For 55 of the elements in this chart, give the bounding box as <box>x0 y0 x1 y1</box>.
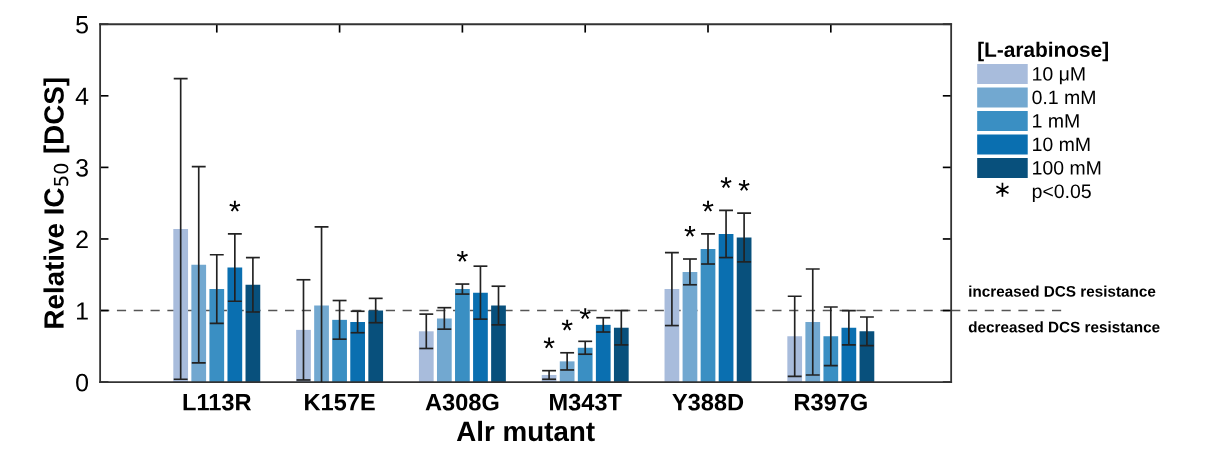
bar <box>296 329 311 383</box>
legend-label: 0.1 mM <box>1032 90 1095 105</box>
bar <box>613 327 629 383</box>
data-label: * <box>456 250 468 262</box>
legend-label: 10 mM <box>1033 137 1090 152</box>
text: decreased DCS resistance <box>968 321 1160 333</box>
y-axis-title: Relative IC$_{50}$ [DCS] <box>43 78 70 328</box>
bar <box>436 318 452 383</box>
data-label: * <box>579 308 591 319</box>
ref-line-label: increased DCS resistance <box>969 285 1156 297</box>
bar <box>227 267 243 383</box>
bar <box>209 289 225 383</box>
legend-title: [L-arabinose] <box>978 41 1108 62</box>
bar <box>418 331 434 383</box>
y-tick-label: 1 <box>77 302 88 320</box>
x-tick-label: A308G <box>425 393 499 411</box>
bar <box>682 271 698 383</box>
x-tick-label: M343T <box>550 393 622 411</box>
bar <box>314 305 329 383</box>
data-label: * <box>561 319 573 331</box>
legend-label: 10 μM <box>1033 67 1085 85</box>
bar <box>841 327 857 383</box>
bar <box>368 310 384 383</box>
data-label: * <box>543 337 555 349</box>
bar <box>736 237 752 383</box>
bar <box>491 305 506 383</box>
text: p<0.05 <box>1032 184 1091 203</box>
legend-label: 1 mM <box>1033 114 1079 128</box>
bar <box>332 319 347 383</box>
data-label: * <box>738 180 750 191</box>
data-label: * <box>720 177 732 188</box>
x-tick-label: Y388D <box>672 393 744 411</box>
bar <box>577 347 593 383</box>
x-tick-label: K157E <box>305 394 375 411</box>
bar <box>859 331 875 383</box>
data-label: * <box>702 200 714 212</box>
x-tick-label: R397G <box>794 393 867 411</box>
bar <box>455 289 470 383</box>
bar <box>350 321 366 383</box>
bar <box>595 324 611 383</box>
bar <box>245 284 261 383</box>
y-tick-label: 2 <box>76 230 88 249</box>
data-label: * <box>684 225 696 237</box>
x-axis-title: Alr mutant <box>456 420 595 442</box>
y-tick-label: 5 <box>76 16 88 34</box>
y-tick-label: 0 <box>76 373 89 392</box>
bar <box>473 292 488 383</box>
data-label: * <box>229 200 241 212</box>
y-tick-label: 4 <box>75 87 89 105</box>
y-tick-label: 3 <box>76 158 88 177</box>
bar <box>700 248 716 383</box>
x-tick-label: L113R <box>183 393 252 411</box>
legend-label: 100 mM <box>1033 160 1101 175</box>
bar <box>718 233 734 383</box>
bar <box>664 289 680 383</box>
